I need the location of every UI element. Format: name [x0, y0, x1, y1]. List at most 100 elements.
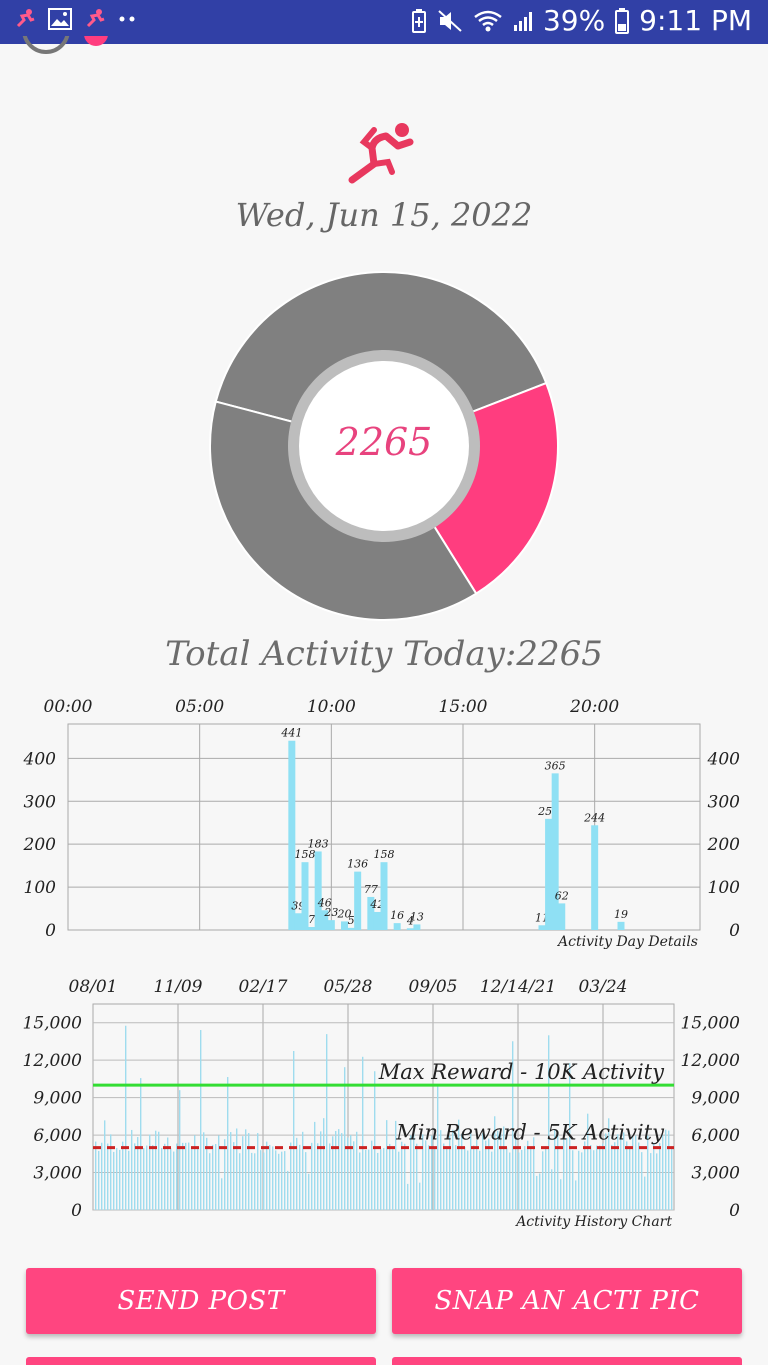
day-chart-bar	[373, 911, 381, 930]
history-chart-bar	[644, 1176, 646, 1210]
history-chart-bar	[284, 1151, 286, 1210]
day-chart-bar-label: 136	[347, 858, 368, 871]
history-chart-bar	[431, 1135, 433, 1210]
history-chart-bar	[566, 1138, 568, 1210]
activity-history-chart: 08/01 11/09 02/17 05/28 09/05 12/14/21 03/24 0 0…	[0, 970, 768, 1240]
history-chart-bars	[95, 1025, 673, 1210]
history-chart-bar	[458, 1119, 460, 1210]
day-chart-y-tick-right: 400	[707, 749, 741, 769]
history-chart-bar	[401, 1141, 403, 1210]
bottom-right-button-partial[interactable]	[392, 1357, 742, 1365]
day-chart-bar	[545, 818, 553, 930]
day-chart-bar	[413, 924, 421, 930]
history-chart-bar	[383, 1148, 385, 1210]
history-chart-bar	[422, 1134, 424, 1210]
history-chart-bar	[311, 1142, 313, 1210]
history-chart-bar	[569, 1063, 571, 1210]
day-chart-x-tick: 05:00	[175, 697, 224, 717]
history-chart-bar	[182, 1142, 184, 1210]
history-chart-bar	[335, 1130, 337, 1210]
history-chart-bar	[671, 1146, 673, 1210]
image-icon	[48, 8, 72, 30]
day-chart-bar	[294, 913, 302, 930]
history-chart-bar	[461, 1134, 463, 1210]
day-chart-y-tick-right: 0	[729, 921, 740, 941]
day-chart-bar	[406, 928, 414, 930]
day-chart-bar	[558, 903, 566, 930]
wifi-icon	[473, 9, 503, 33]
history-chart-bar	[320, 1131, 322, 1210]
history-chart-bar	[659, 1143, 661, 1210]
history-chart-bar	[200, 1030, 202, 1210]
history-chart-bar	[527, 1140, 529, 1210]
history-chart-bar	[176, 1143, 178, 1210]
day-chart-bar	[327, 920, 335, 930]
history-chart-bar	[515, 1138, 517, 1210]
history-chart-bar	[329, 1143, 331, 1210]
history-chart-bar	[203, 1132, 205, 1210]
history-chart-bar	[281, 1151, 283, 1210]
avatar-ring[interactable]	[22, 36, 70, 54]
clock: 9:11 PM	[639, 4, 752, 37]
notification-icons	[14, 8, 136, 30]
history-chart-bar	[446, 1148, 448, 1210]
bottom-left-button-partial[interactable]	[26, 1357, 376, 1365]
day-chart-bar-label: 158	[295, 848, 316, 861]
day-chart-bar	[308, 926, 316, 930]
history-chart-bar	[101, 1142, 103, 1210]
history-chart-bar	[119, 1149, 121, 1210]
snap-pic-button[interactable]: SNAP AN ACTI PIC	[392, 1268, 742, 1334]
history-chart-bar	[116, 1147, 118, 1210]
history-chart-bar	[533, 1137, 535, 1210]
history-chart-bar	[197, 1147, 199, 1210]
history-chart-bar	[143, 1148, 145, 1210]
history-chart-bar	[437, 1084, 439, 1210]
history-chart-bar	[599, 1145, 601, 1210]
history-chart-bar	[635, 1135, 637, 1210]
history-chart-bar	[293, 1050, 295, 1210]
history-chart-bar	[455, 1145, 457, 1210]
battery-icon	[615, 7, 630, 34]
day-chart-x-tick: 20:00	[569, 697, 619, 717]
history-chart-bar	[353, 1141, 355, 1210]
history-chart-x-tick: 08/01	[69, 977, 118, 997]
pink-dot-partial[interactable]	[84, 36, 110, 48]
history-chart-bar	[626, 1141, 628, 1210]
history-chart-x-tick: 11/09	[154, 977, 203, 997]
day-chart-bar-label: 158	[374, 848, 395, 861]
day-chart-bar-label: 19	[614, 908, 628, 921]
history-chart-bar	[194, 1135, 196, 1210]
history-chart-bar	[365, 1149, 367, 1210]
history-chart-bar	[170, 1148, 172, 1210]
history-chart-bar	[512, 1041, 514, 1210]
history-chart-bar	[230, 1132, 232, 1210]
donut-center-value: 2265	[335, 420, 433, 464]
history-chart-bar	[656, 1153, 658, 1210]
history-chart-bar	[413, 1132, 415, 1210]
history-chart-bar	[488, 1138, 490, 1210]
history-chart-bar	[350, 1135, 352, 1210]
day-chart-bar-label: 365	[545, 759, 566, 772]
current-date: Wed, Jun 15, 2022	[235, 196, 533, 234]
history-chart-bar	[188, 1142, 190, 1210]
history-chart-bar	[254, 1153, 256, 1210]
history-chart-bar	[110, 1134, 112, 1210]
history-chart-bar	[470, 1129, 472, 1210]
history-chart-bar	[317, 1143, 319, 1210]
history-chart-x-tick: 03/24	[579, 977, 628, 997]
day-chart-bar-label: 441	[280, 727, 302, 740]
day-chart-bar	[288, 740, 296, 930]
history-chart-bar	[257, 1133, 259, 1210]
history-chart-bar	[347, 1137, 349, 1210]
send-post-button[interactable]: SEND POST	[26, 1268, 376, 1334]
history-chart-bar	[125, 1025, 127, 1210]
day-chart-y-tick-right: 300	[708, 792, 741, 812]
history-chart-bar	[290, 1142, 292, 1210]
more-dots-icon	[118, 14, 136, 24]
history-chart-bar	[380, 1149, 382, 1210]
history-chart-bar	[425, 1140, 427, 1210]
history-chart-bar	[260, 1150, 262, 1210]
history-chart-bar	[359, 1152, 361, 1210]
history-chart-bar	[149, 1134, 151, 1210]
history-chart-bar	[443, 1143, 445, 1210]
